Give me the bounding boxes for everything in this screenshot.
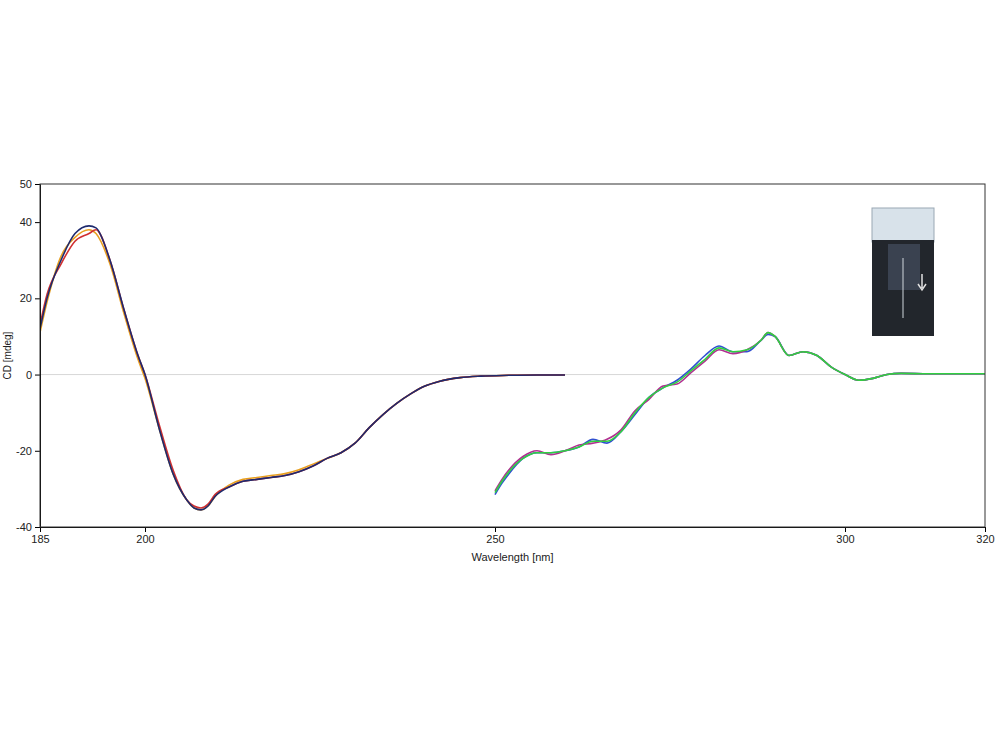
y-tick-mark bbox=[35, 375, 40, 376]
x-tick-label: 300 bbox=[836, 533, 854, 545]
y-tick: 40 bbox=[20, 216, 40, 228]
x-tick-label: 250 bbox=[486, 533, 504, 545]
x-tick: 200 bbox=[136, 527, 154, 545]
cuvette-arrow bbox=[918, 274, 926, 290]
y-tick-label: 50 bbox=[20, 178, 32, 190]
y-axis: -40 -20 0 20 40 50 bbox=[16, 178, 40, 533]
y-tick-mark bbox=[35, 184, 40, 185]
x-tick: 320 bbox=[976, 527, 994, 545]
x-tick: 185 bbox=[31, 527, 49, 545]
x-tick-label: 320 bbox=[976, 533, 994, 545]
spectrum-line bbox=[495, 333, 985, 491]
y-tick: -40 bbox=[16, 521, 40, 533]
y-tick: 0 bbox=[26, 369, 40, 381]
y-tick-mark bbox=[35, 451, 40, 452]
x-tick-label: 185 bbox=[31, 533, 49, 545]
y-tick: 50 bbox=[20, 178, 40, 190]
spectrum-line bbox=[495, 333, 985, 493]
y-tick-mark bbox=[35, 298, 40, 299]
x-axis-line bbox=[41, 528, 986, 533]
cuvette-icon bbox=[872, 208, 934, 336]
spectrum-line bbox=[40, 226, 565, 510]
x-tick: 250 bbox=[486, 527, 504, 545]
cuvette-body bbox=[872, 240, 934, 336]
x-tick-mark bbox=[985, 527, 986, 532]
cuvette-window bbox=[888, 244, 920, 290]
spectrum-line bbox=[40, 230, 565, 510]
x-tick-mark bbox=[845, 527, 846, 532]
x-tick-label: 200 bbox=[136, 533, 154, 545]
y-tick-label: -20 bbox=[16, 445, 32, 457]
x-tick: 300 bbox=[836, 527, 854, 545]
plot: 185 200 250 300 320 -40 -20 0 20 40 50 bbox=[16, 178, 995, 545]
plot-frame bbox=[40, 184, 985, 527]
chart: 185 200 250 300 320 -40 -20 0 20 40 50 Wavelength [… bbox=[0, 0, 1000, 750]
spectrum-line bbox=[40, 230, 565, 508]
y-tick-mark bbox=[35, 222, 40, 223]
y-tick: 20 bbox=[20, 292, 40, 304]
y-tick-label: 20 bbox=[20, 292, 32, 304]
series-group bbox=[40, 226, 985, 510]
x-axis-title: Wavelength [nm] bbox=[471, 551, 553, 563]
x-axis: 185 200 250 300 320 bbox=[31, 527, 994, 545]
y-tick-label: 40 bbox=[20, 216, 32, 228]
cuvette-mark bbox=[903, 258, 904, 318]
y-tick-label: 0 bbox=[26, 369, 32, 381]
y-tick-label: -40 bbox=[16, 521, 32, 533]
x-tick-mark bbox=[145, 527, 146, 532]
x-tick-mark bbox=[495, 527, 496, 532]
cuvette-cap bbox=[872, 208, 934, 242]
spectrum-line bbox=[495, 335, 985, 495]
y-tick-mark bbox=[35, 527, 40, 528]
y-tick: -20 bbox=[16, 445, 40, 457]
y-axis-title: CD [mdeg] bbox=[2, 331, 13, 379]
